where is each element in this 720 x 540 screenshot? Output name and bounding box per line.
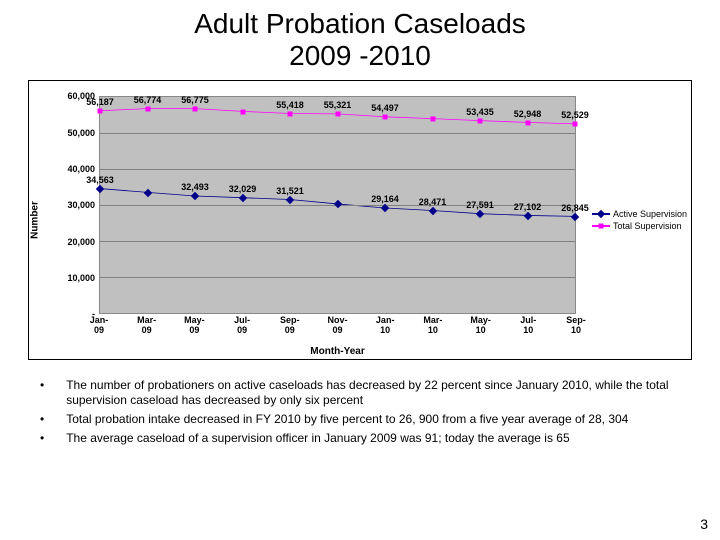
bullet-item: • The number of probationers on active ca…: [40, 378, 680, 408]
x-tick: Mar-10: [423, 316, 442, 336]
x-tick: Mar-09: [137, 316, 156, 336]
x-tick: Jan-10: [376, 316, 395, 336]
data-marker: [335, 112, 340, 117]
title-line-1: Adult Probation Caseloads: [194, 8, 526, 39]
page-title: Adult Probation Caseloads 2009 -2010: [0, 0, 720, 72]
y-tick: 30,000: [67, 200, 95, 210]
bullet-item: • Total probation intake decreased in FY …: [40, 412, 680, 427]
data-marker: [193, 106, 198, 111]
plot-area: 34,56332,49332,02931,52129,16428,47127,5…: [99, 96, 576, 314]
chart-legend: Active Supervision Total Supervision: [592, 207, 687, 233]
y-tick: 40,000: [67, 164, 95, 174]
x-tick: Nov-09: [328, 316, 348, 336]
x-tick: Jul-09: [234, 316, 250, 336]
title-line-2: 2009 -2010: [289, 40, 431, 71]
data-marker: [573, 122, 578, 127]
legend-label: Active Supervision: [613, 209, 687, 219]
data-label: 55,418: [276, 100, 304, 110]
bullet-dot-icon: •: [40, 412, 44, 427]
x-tick: Jul-10: [520, 316, 536, 336]
caseloads-chart: Number -10,00020,00030,00040,00050,00060…: [28, 80, 692, 360]
data-marker: [98, 109, 103, 114]
data-label: 26,845: [561, 203, 589, 213]
data-label: 32,029: [229, 184, 257, 194]
y-tick: 50,000: [67, 128, 95, 138]
data-marker: [430, 116, 435, 121]
data-label: 28,471: [419, 197, 447, 207]
data-label: 27,102: [514, 202, 542, 212]
gridline: [100, 133, 575, 134]
y-tick: 20,000: [67, 237, 95, 247]
data-label: 29,164: [371, 194, 399, 204]
legend-item: Total Supervision: [592, 221, 687, 231]
data-marker: [240, 109, 245, 114]
bullet-list: • The number of probationers on active ca…: [40, 378, 680, 446]
data-marker: [383, 115, 388, 120]
bullet-dot-icon: •: [40, 431, 44, 446]
data-marker: [288, 111, 293, 116]
page-number: 3: [700, 516, 708, 532]
data-label: 52,529: [561, 110, 589, 120]
x-tick: May-09: [184, 316, 205, 336]
legend-label: Total Supervision: [613, 221, 682, 231]
x-axis-label: Month-Year: [310, 346, 364, 357]
data-label: 56,187: [86, 97, 114, 107]
bullet-text: The number of probationers on active cas…: [66, 378, 680, 408]
x-tick: Jan-09: [90, 316, 109, 336]
data-label: 56,775: [181, 95, 209, 105]
data-label: 56,774: [134, 95, 162, 105]
gridline: [100, 169, 575, 170]
data-label: 34,563: [86, 175, 114, 185]
legend-item: Active Supervision: [592, 209, 687, 219]
data-marker: [478, 119, 483, 124]
data-label: 27,591: [466, 200, 494, 210]
x-tick: May-10: [470, 316, 491, 336]
bullet-dot-icon: •: [40, 378, 44, 408]
bullet-item: • The average caseload of a supervision o…: [40, 431, 680, 446]
bullet-text: Total probation intake decreased in FY 2…: [66, 412, 628, 427]
gridline: [100, 277, 575, 278]
data-label: 54,497: [371, 103, 399, 113]
x-tick: Sep-10: [566, 316, 586, 336]
data-label: 32,493: [181, 182, 209, 192]
y-tick: 10,000: [67, 273, 95, 283]
data-marker: [525, 120, 530, 125]
y-axis: -10,00020,00030,00040,00050,00060,000: [29, 96, 99, 314]
gridline: [100, 241, 575, 242]
bullet-text: The average caseload of a supervision of…: [66, 431, 569, 446]
data-label: 55,321: [324, 100, 352, 110]
x-axis: Month-Year Jan-09Mar-09May-09Jul-09Sep-0…: [99, 314, 576, 359]
data-marker: [145, 106, 150, 111]
data-label: 31,521: [276, 186, 304, 196]
data-label: 52,948: [514, 109, 542, 119]
data-label: 53,435: [466, 107, 494, 117]
x-tick: Sep-09: [280, 316, 300, 336]
